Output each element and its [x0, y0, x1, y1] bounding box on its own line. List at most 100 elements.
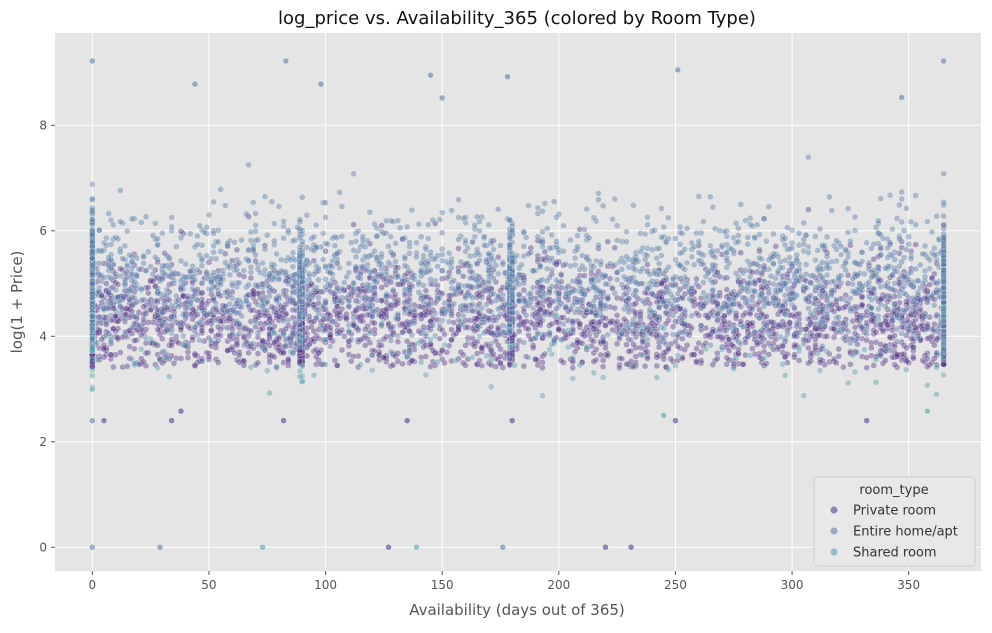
scatter-point: [192, 308, 198, 314]
scatter-point: [700, 219, 706, 225]
scatter-point: [316, 277, 322, 283]
scatter-point: [731, 344, 737, 350]
scatter-point: [479, 316, 485, 322]
scatter-point: [246, 258, 252, 264]
scatter-point: [560, 223, 566, 229]
scatter-point: [141, 260, 147, 266]
scatter-point: [344, 274, 350, 280]
scatter-point: [99, 248, 105, 254]
scatter-point: [558, 272, 564, 278]
scatter-point: [241, 358, 247, 364]
scatter-point: [581, 273, 587, 279]
scatter-point: [668, 356, 674, 362]
scatter-point: [185, 355, 191, 361]
scatter-point: [910, 344, 916, 350]
scatter-point: [313, 354, 319, 360]
scatter-point: [103, 235, 109, 241]
scatter-point: [756, 255, 762, 261]
scatter-point: [169, 303, 175, 309]
scatter-point: [549, 232, 555, 238]
scatter-point: [498, 361, 504, 367]
scatter-point: [425, 236, 431, 242]
scatter-point: [423, 312, 429, 318]
scatter-point: [934, 213, 940, 219]
scatter-point: [285, 356, 291, 362]
scatter-point: [924, 355, 930, 361]
scatter-point: [747, 262, 753, 268]
scatter-point: [327, 332, 333, 338]
scatter-point: [852, 228, 858, 234]
scatter-point: [864, 240, 870, 246]
scatter-point: [383, 218, 389, 224]
scatter-point: [521, 280, 527, 286]
scatter-point: [805, 345, 811, 351]
scatter-point: [204, 224, 210, 230]
scatter-point: [941, 171, 947, 177]
scatter-point: [808, 279, 814, 285]
scatter-point: [614, 223, 620, 229]
scatter-point: [710, 362, 716, 368]
scatter-point: [941, 213, 947, 219]
scatter-point: [887, 334, 893, 340]
scatter-point: [656, 344, 662, 350]
scatter-point: [535, 256, 541, 262]
scatter-point: [663, 268, 669, 274]
scatter-point: [591, 319, 597, 325]
scatter-point: [409, 207, 415, 213]
scatter-point: [283, 344, 289, 350]
scatter-point: [542, 312, 548, 318]
scatter-point: [432, 310, 438, 316]
scatter-point: [679, 336, 685, 342]
scatter-point: [917, 297, 923, 303]
scatter-point: [197, 337, 203, 343]
scatter-point: [194, 332, 200, 338]
scatter-point: [878, 246, 884, 252]
scatter-point: [913, 193, 919, 199]
scatter-point: [796, 311, 802, 317]
scatter-point: [362, 342, 368, 348]
scatter-point: [892, 301, 898, 307]
scatter-point: [707, 194, 713, 200]
scatter-point: [609, 286, 615, 292]
scatter-point: [707, 297, 713, 303]
scatter-point: [159, 230, 165, 236]
scatter-point: [178, 278, 184, 284]
scatter-point: [339, 233, 345, 239]
scatter-point: [892, 362, 898, 368]
scatter-point: [220, 324, 226, 330]
scatter-point: [633, 300, 639, 306]
scatter-point: [269, 199, 275, 205]
scatter-point: [260, 326, 266, 332]
scatter-point: [290, 238, 296, 244]
scatter-point: [353, 265, 359, 271]
scatter-point: [255, 360, 261, 366]
scatter-point: [115, 335, 121, 341]
scatter-point: [598, 352, 604, 358]
scatter-point: [218, 248, 224, 254]
scatter-point: [521, 243, 527, 249]
scatter-point: [117, 188, 123, 194]
scatter-point: [761, 216, 767, 222]
scatter-point: [110, 284, 116, 290]
scatter-point: [656, 245, 662, 251]
scatter-point: [595, 190, 601, 196]
scatter-point: [663, 341, 669, 347]
scatter-point: [903, 247, 909, 253]
scatter-point: [376, 339, 382, 345]
scatter-point: [817, 291, 823, 297]
scatter-point: [651, 227, 657, 233]
scatter-point: [458, 259, 464, 265]
scatter-point: [621, 274, 627, 280]
scatter-point: [852, 324, 858, 330]
scatter-point: [178, 228, 184, 234]
scatter-point: [864, 327, 870, 333]
scatter-point: [642, 363, 648, 369]
scatter-point: [866, 260, 872, 266]
scatter-point: [542, 351, 548, 357]
scatter-point: [274, 310, 280, 316]
scatter-point: [236, 331, 242, 337]
scatter-point: [756, 315, 762, 321]
scatter-point: [672, 236, 678, 242]
scatter-point: [190, 316, 196, 322]
